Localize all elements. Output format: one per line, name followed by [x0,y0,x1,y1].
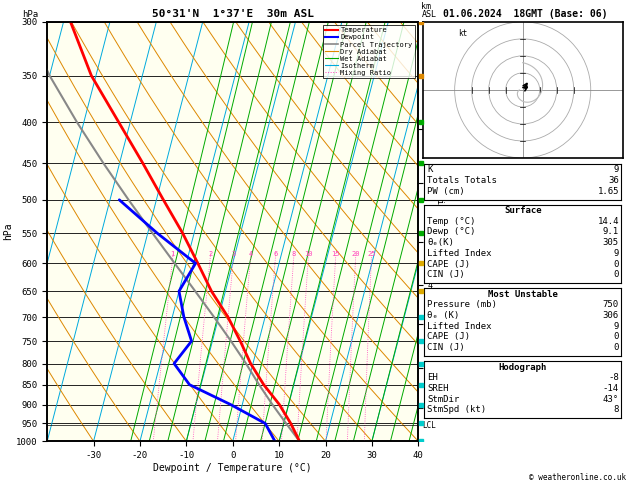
Text: 9.1: 9.1 [603,227,619,237]
Text: 1: 1 [170,251,175,258]
Text: 50°31'N  1°37'E  30m ASL: 50°31'N 1°37'E 30m ASL [152,9,314,19]
Text: 9: 9 [613,165,619,174]
Text: LCL: LCL [422,421,436,430]
Text: 750: 750 [603,300,619,310]
Text: Most Unstable: Most Unstable [487,290,558,299]
Text: 0: 0 [613,270,619,279]
Text: -14: -14 [603,384,619,393]
Text: 8: 8 [292,251,296,258]
Text: Temp (°C): Temp (°C) [427,217,476,226]
Text: 01.06.2024  18GMT (Base: 06): 01.06.2024 18GMT (Base: 06) [443,9,608,19]
Text: θₑ (K): θₑ (K) [427,311,459,320]
Text: km
ASL: km ASL [421,2,437,19]
Y-axis label: hPa: hPa [3,223,13,241]
Text: CAPE (J): CAPE (J) [427,332,470,342]
Text: 2: 2 [208,251,213,258]
Text: kt: kt [458,29,467,38]
Text: CIN (J): CIN (J) [427,270,465,279]
Text: 20: 20 [352,251,360,258]
Text: © weatheronline.co.uk: © weatheronline.co.uk [529,473,626,482]
Text: 3: 3 [231,251,236,258]
Text: 9: 9 [613,322,619,331]
Text: K: K [427,165,433,174]
Text: 10: 10 [304,251,313,258]
Text: 0: 0 [613,332,619,342]
Text: 0: 0 [613,260,619,269]
Text: 9: 9 [613,249,619,258]
Text: CIN (J): CIN (J) [427,343,465,352]
Text: Dewp (°C): Dewp (°C) [427,227,476,237]
Text: PW (cm): PW (cm) [427,187,465,196]
Text: Surface: Surface [504,206,542,215]
Text: CAPE (J): CAPE (J) [427,260,470,269]
Text: -8: -8 [608,373,619,382]
Text: Pressure (mb): Pressure (mb) [427,300,497,310]
Text: Hodograph: Hodograph [499,363,547,372]
Text: 8: 8 [613,405,619,415]
Text: EH: EH [427,373,438,382]
Text: 25: 25 [367,251,376,258]
X-axis label: Dewpoint / Temperature (°C): Dewpoint / Temperature (°C) [153,463,312,473]
Text: 4: 4 [248,251,253,258]
Text: 306: 306 [603,311,619,320]
Text: 305: 305 [603,238,619,247]
Text: StmSpd (kt): StmSpd (kt) [427,405,486,415]
Text: Lifted Index: Lifted Index [427,249,492,258]
Text: 6: 6 [273,251,277,258]
Text: StmDir: StmDir [427,395,459,404]
Text: Totals Totals: Totals Totals [427,176,497,185]
Text: 43°: 43° [603,395,619,404]
Text: 15: 15 [331,251,340,258]
Y-axis label: Mixing Ratio (g/kg): Mixing Ratio (g/kg) [435,184,444,279]
Text: θₑ(K): θₑ(K) [427,238,454,247]
Text: 36: 36 [608,176,619,185]
Text: SREH: SREH [427,384,448,393]
Text: Lifted Index: Lifted Index [427,322,492,331]
Legend: Temperature, Dewpoint, Parcel Trajectory, Dry Adiabat, Wet Adiabat, Isotherm, Mi: Temperature, Dewpoint, Parcel Trajectory… [323,25,415,78]
Text: 0: 0 [613,343,619,352]
Text: 1.65: 1.65 [598,187,619,196]
Text: hPa: hPa [22,10,38,19]
Text: 14.4: 14.4 [598,217,619,226]
